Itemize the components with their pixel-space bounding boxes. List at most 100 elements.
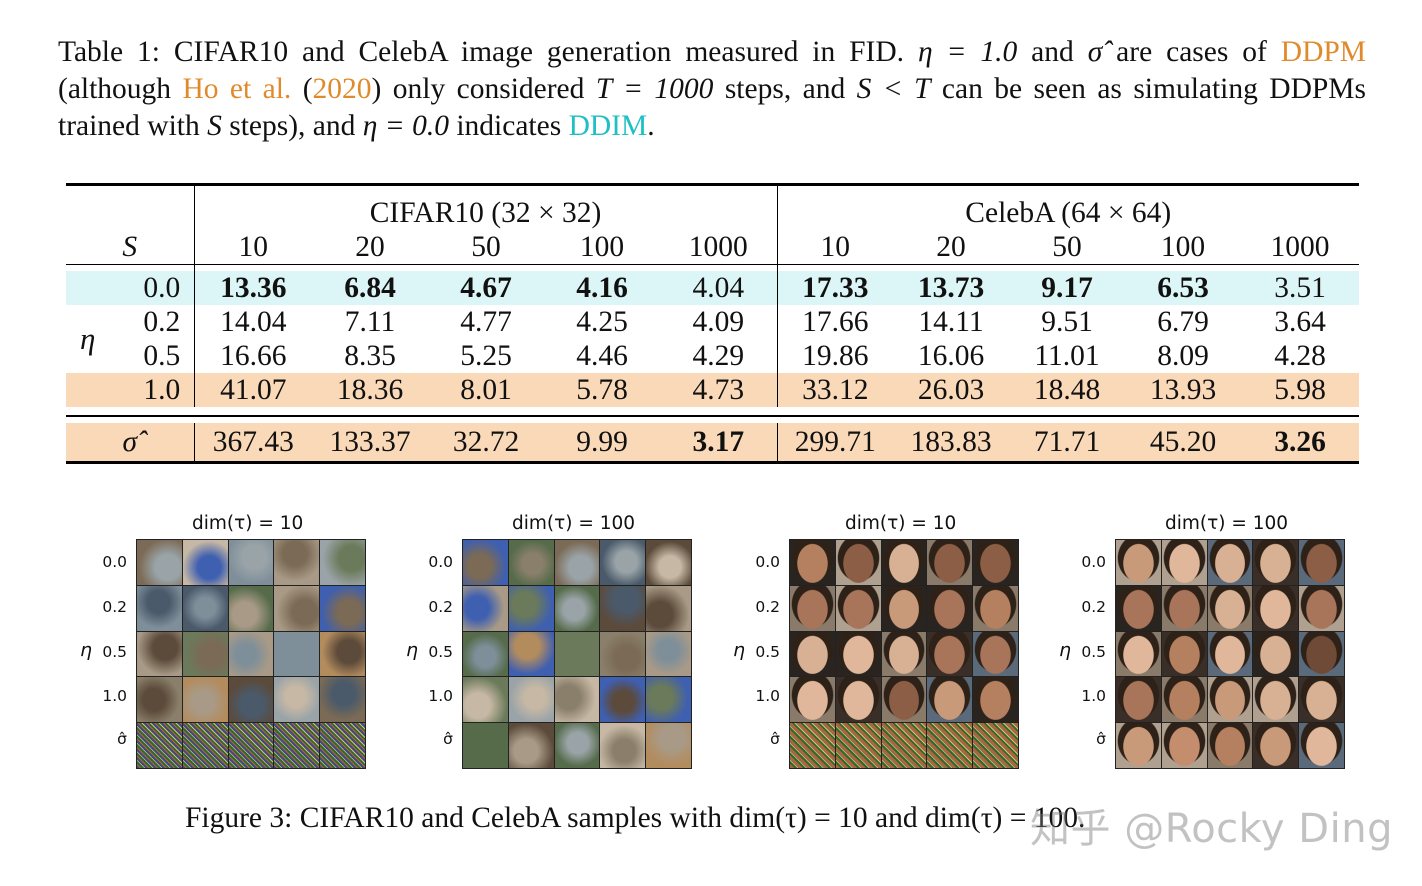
sample-image [1253,631,1299,677]
row-label: 0.5 [755,643,780,661]
ddim-link[interactable]: DDIM [568,110,648,142]
fid-value: 13.73 [893,271,1009,305]
sigma-hat-label: σ̂ [66,423,195,463]
sample-image [1161,677,1207,723]
fid-value: 5.98 [1241,373,1359,407]
year-citation-link[interactable]: 2020 [312,73,372,105]
sample-image [790,631,835,677]
sample-grid [789,539,1019,769]
watermark: 知乎 @Rocky Ding [1030,806,1393,852]
sample-image [320,677,365,723]
sample-image [274,540,320,585]
fid-value: 8.09 [1157,339,1209,372]
sample-image [973,677,1018,723]
row-label: σ̂ [1096,730,1106,748]
figure-caption-text: Figure 3: CIFAR10 and CelebA samples wit… [185,802,730,834]
sample-image [274,723,320,768]
fid-value: 6.84 [312,271,428,305]
sample-image [790,723,835,768]
row-label: 0.0 [1081,553,1106,571]
panel-title: dim(τ) = 100 [1165,513,1289,534]
sample-image [463,631,508,677]
panel-title: dim(τ) = 10 [192,513,304,534]
caption-math-eta-zero: η = 0.0 [362,110,449,142]
figure-caption-text: and [867,802,925,834]
cifar-step-header: 20 [355,231,385,263]
eta-axis-cell [66,271,130,305]
row-label: 0.2 [428,598,453,616]
sample-image [274,585,320,631]
sample-image [182,631,228,677]
row-label: 0.2 [102,598,127,616]
sample-image [835,723,881,768]
sample-image [1116,723,1161,768]
caption-text: (although [58,73,183,105]
fid-value: 6.53 [1125,271,1241,305]
row-label: 0.2 [755,598,780,616]
caption-math-eta-one: η = 1.0 [917,36,1018,68]
ddpm-link[interactable]: DDPM [1280,36,1367,68]
sample-image [973,585,1018,631]
sigma-hat-row: σ̂ 367.43 133.37 32.72 9.99 3.17 299.71 … [66,423,1359,463]
eta-value: 1.0 [130,373,195,407]
fid-value: 4.73 [660,373,778,407]
table-row: 0.5 16.66 8.35 5.25 4.46 4.29 19.86 16.0… [66,339,1359,373]
ho-citation-link[interactable]: Ho et al. [182,73,292,105]
sample-image [1299,585,1344,631]
caption-math-s-lt-t: S < T [856,73,931,105]
fid-value: 13.36 [194,271,312,305]
sample-image [508,585,554,631]
row-label: 0.0 [102,553,127,571]
sample-image [463,723,508,768]
sample-image [137,677,182,723]
celeba-step-header: 50 [1052,231,1082,263]
sample-image [508,723,554,768]
sample-image [1253,677,1299,723]
row-label: 1.0 [1081,687,1106,705]
empty-corner [66,183,195,230]
s-label: S [66,230,195,265]
table-row: 1.0 41.07 18.36 8.01 5.78 4.73 33.12 26.… [66,373,1359,407]
sample-image [790,585,835,631]
sample-panel-celeba-dim100: dim(τ) = 100 0.0 0.2 0.5 1.0 σ̂ η [1059,513,1361,773]
fid-value: 33.12 [777,373,893,407]
cifar-step-header: 50 [471,231,501,263]
sample-image [554,723,600,768]
celeba-step-header: 10 [820,231,851,263]
celeba-step-header: 100 [1160,231,1206,263]
sample-image [182,540,228,585]
sample-image [554,677,600,723]
sample-image [137,723,182,768]
caption-text: steps, and [713,73,857,105]
sample-image [646,540,691,585]
sample-image [1116,677,1161,723]
fid-value: 3.64 [1274,305,1326,338]
sample-image [646,723,691,768]
sample-image [881,723,927,768]
sample-image [228,723,274,768]
sample-image [137,585,182,631]
row-label: 0.5 [1081,643,1106,661]
sample-image [228,585,274,631]
figure-caption: Figure 3: CIFAR10 and CelebA samples wit… [185,802,1085,835]
sample-image [646,585,691,631]
fid-value: 299.71 [777,423,893,463]
sample-image [600,540,646,585]
caption-text: . [647,110,655,142]
sample-image [1299,631,1344,677]
sample-image [463,677,508,723]
fid-value: 14.11 [918,305,984,338]
figure-caption-math: dim(τ) = 10 [729,802,868,834]
sample-grid [1115,539,1345,769]
sample-image [1116,540,1161,585]
fid-value: 16.66 [220,339,287,372]
sample-image [600,723,646,768]
sample-image [508,631,554,677]
sample-grid [136,539,366,769]
sample-image [1116,631,1161,677]
fid-value: 6.79 [1157,305,1209,338]
sample-image [1207,631,1253,677]
sample-image [600,585,646,631]
sample-image [137,540,182,585]
sample-image [1253,585,1299,631]
